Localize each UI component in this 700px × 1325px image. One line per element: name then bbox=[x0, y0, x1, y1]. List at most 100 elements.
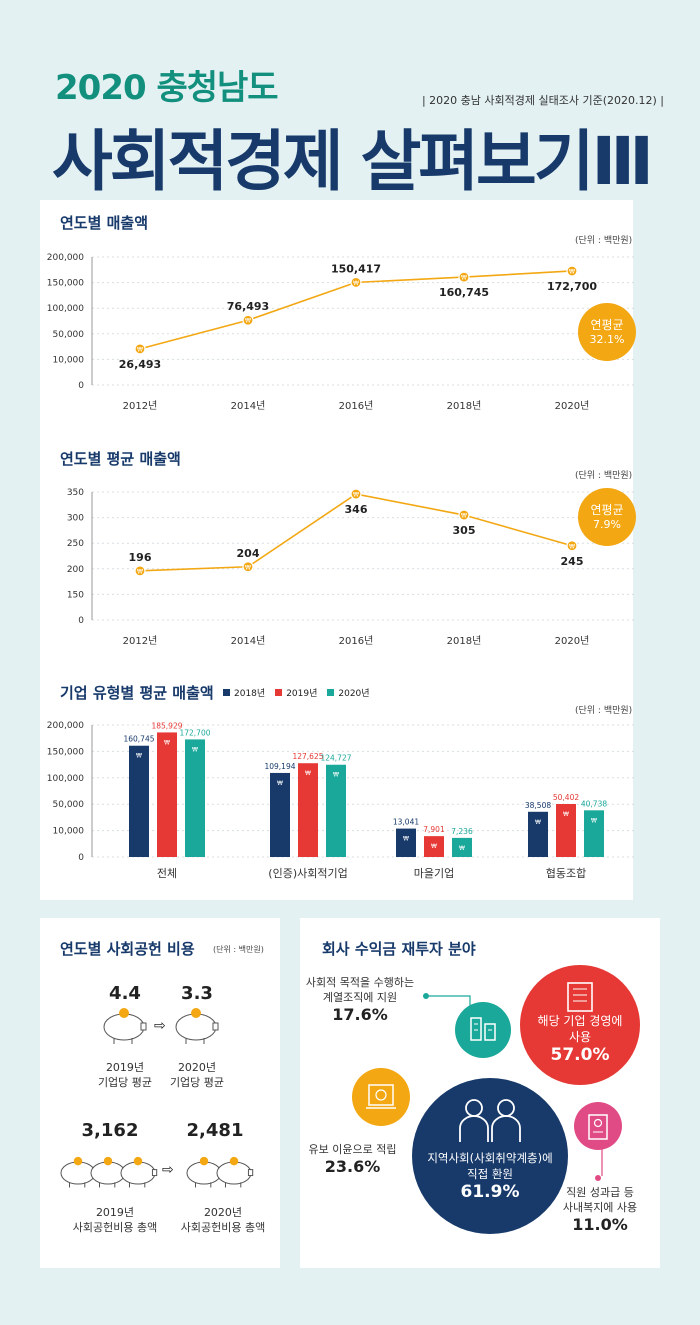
won-icon: ₩ bbox=[305, 770, 311, 777]
data-label: 124,727 bbox=[320, 754, 351, 763]
avg-badge-value: 7.9% bbox=[593, 518, 621, 531]
y-tick-label: 10,000 bbox=[53, 355, 85, 365]
won-icon: ₩ bbox=[353, 492, 359, 499]
document-money-icon bbox=[352, 1068, 410, 1126]
type-sales-title: 기업 유형별 평균 매출액 bbox=[60, 684, 214, 702]
donation-2019-total-label: 2019년 사회공헌비용 총액 bbox=[72, 1206, 158, 1234]
won-icon: ₩ bbox=[431, 843, 437, 850]
sales-growth-badge: 연평균 32.1% bbox=[578, 303, 636, 361]
data-label: 160,745 bbox=[439, 286, 489, 299]
y-tick-label: 0 bbox=[78, 616, 84, 626]
donation-2020-total-label: 2020년 사회공헌비용 총액 bbox=[180, 1206, 266, 1234]
bar bbox=[298, 763, 318, 857]
avg-sales-line-chart: 350 300 250 200 150 0 ₩196 2012년 ₩204 2014년 ₩346 20… bbox=[67, 488, 635, 647]
reinvest-item-reserve: 유보 이윤으로 적립 23.6% bbox=[305, 1142, 400, 1175]
y-tick-label: 50,000 bbox=[53, 330, 85, 340]
x-tick-label: 2012년 bbox=[123, 635, 158, 647]
data-point bbox=[242, 561, 254, 573]
reinvest-community-label: 지역사회(사회취약계층)에 직접 환원 bbox=[427, 1151, 553, 1181]
won-icon: ₩ bbox=[569, 268, 575, 275]
coin bbox=[73, 1156, 83, 1166]
id-badge-icon bbox=[574, 1102, 622, 1150]
donation-2019-avg-value: 4.4 bbox=[109, 983, 141, 1004]
data-label: 172,700 bbox=[179, 728, 210, 737]
reinvest-affiliate-label: 사회적 목적을 수행하는 계열조직에 지원 bbox=[305, 976, 415, 1004]
header-title: 사회적경제 살펴보기Ⅲ bbox=[52, 123, 654, 200]
avg-sales-unit: (단위 : 백만원) bbox=[575, 471, 633, 481]
won-icon: ₩ bbox=[333, 772, 339, 779]
legend-2020: 2020년 bbox=[327, 686, 370, 699]
data-point bbox=[566, 265, 578, 277]
data-label: 109,194 bbox=[264, 762, 295, 771]
type-sales-bar-chart: 200,000 150,000 100,000 50,000 10,000 0 ₩160,7… bbox=[47, 721, 635, 880]
y-tick-label: 200,000 bbox=[47, 721, 84, 731]
reinvest-management-pct: 57.0% bbox=[550, 1045, 610, 1065]
reinvest-reserve-label: 유보 이윤으로 적립 bbox=[308, 1143, 397, 1156]
x-tick-label: 2014년 bbox=[231, 635, 266, 647]
bar bbox=[528, 811, 548, 857]
won-icon: ₩ bbox=[137, 346, 143, 353]
data-point bbox=[242, 314, 254, 326]
legend-2018: 2018년 bbox=[223, 686, 265, 699]
pig-snout bbox=[212, 1022, 219, 1031]
donation-2019-avg-label: 2019년 기업당 평균 bbox=[97, 1061, 153, 1089]
x-tick-label: (인증)사회적기업 bbox=[268, 867, 347, 880]
donation-2020-total-value: 2,481 bbox=[186, 1120, 244, 1141]
coin bbox=[199, 1156, 209, 1166]
header-source: | 2020 충남 사회적경제 실태조사 기준(2020.12) | bbox=[421, 94, 664, 107]
bar bbox=[326, 764, 346, 857]
x-tick-label: 전체 bbox=[157, 867, 177, 880]
won-icon: ₩ bbox=[136, 753, 142, 760]
data-point bbox=[566, 540, 578, 552]
data-label: 196 bbox=[129, 551, 152, 564]
x-tick-label: 2020년 bbox=[555, 635, 590, 647]
pig-snout bbox=[151, 1169, 158, 1177]
y-tick-label: 350 bbox=[67, 488, 84, 498]
bar bbox=[584, 810, 604, 857]
data-point bbox=[458, 509, 470, 521]
piggy-bank-group-icon bbox=[60, 1156, 158, 1188]
data-point bbox=[350, 276, 362, 288]
legend-2019: 2019년 bbox=[275, 686, 317, 699]
y-tick-label: 0 bbox=[78, 381, 84, 391]
type-sales-unit: (단위 : 백만원) bbox=[575, 706, 633, 716]
reinvest-management-circle: 해당 기업 경영에 사용 57.0% bbox=[520, 965, 640, 1085]
donation-2020-avg-label: 2020년 기업당 평균 bbox=[169, 1061, 225, 1089]
x-tick-label: 2018년 bbox=[447, 400, 482, 412]
data-point bbox=[134, 565, 146, 577]
reinvest-management-label: 해당 기업 경영에 사용 bbox=[537, 1014, 623, 1044]
x-tick-label: 2020년 bbox=[555, 400, 590, 412]
bar bbox=[185, 739, 205, 857]
won-icon: ₩ bbox=[277, 780, 283, 787]
won-icon: ₩ bbox=[461, 513, 467, 520]
x-tick-label: 2014년 bbox=[231, 400, 266, 412]
won-icon: ₩ bbox=[245, 318, 251, 325]
reinvest-community-pct: 61.9% bbox=[460, 1182, 520, 1202]
sales-title: 연도별 매출액 bbox=[60, 214, 149, 232]
reinvest-affiliate-pct: 17.6% bbox=[332, 1005, 388, 1024]
data-label: 150,417 bbox=[331, 262, 381, 275]
x-tick-label: 마을기업 bbox=[414, 867, 454, 880]
bar bbox=[452, 837, 472, 857]
type-sales-legend: 2018년 2019년 2020년 bbox=[223, 686, 370, 699]
won-icon: ₩ bbox=[353, 280, 359, 287]
bar bbox=[396, 828, 416, 857]
building-icon bbox=[455, 1002, 511, 1058]
won-icon: ₩ bbox=[164, 739, 170, 746]
coin bbox=[119, 1008, 129, 1018]
reinvest-item-affiliate: 사회적 목적을 수행하는 계열조직에 지원 17.6% bbox=[305, 975, 415, 1024]
data-label: 7,901 bbox=[423, 825, 445, 834]
data-label: 172,700 bbox=[547, 280, 597, 293]
sales-badge-label: 연평균 bbox=[590, 318, 624, 332]
sales-badge-value: 32.1% bbox=[589, 333, 625, 346]
arrow-right-icon: ⇨ bbox=[154, 1018, 166, 1034]
pig-snout bbox=[247, 1169, 254, 1177]
donation-title: 연도별 사회공헌 비용 bbox=[60, 940, 195, 958]
won-icon: ₩ bbox=[403, 836, 409, 843]
bar bbox=[129, 745, 149, 857]
data-label: 305 bbox=[453, 524, 476, 537]
data-label: 185,929 bbox=[151, 721, 182, 730]
y-tick-label: 250 bbox=[67, 539, 84, 549]
y-tick-label: 200,000 bbox=[47, 253, 84, 263]
office-building-icon bbox=[567, 982, 593, 1012]
